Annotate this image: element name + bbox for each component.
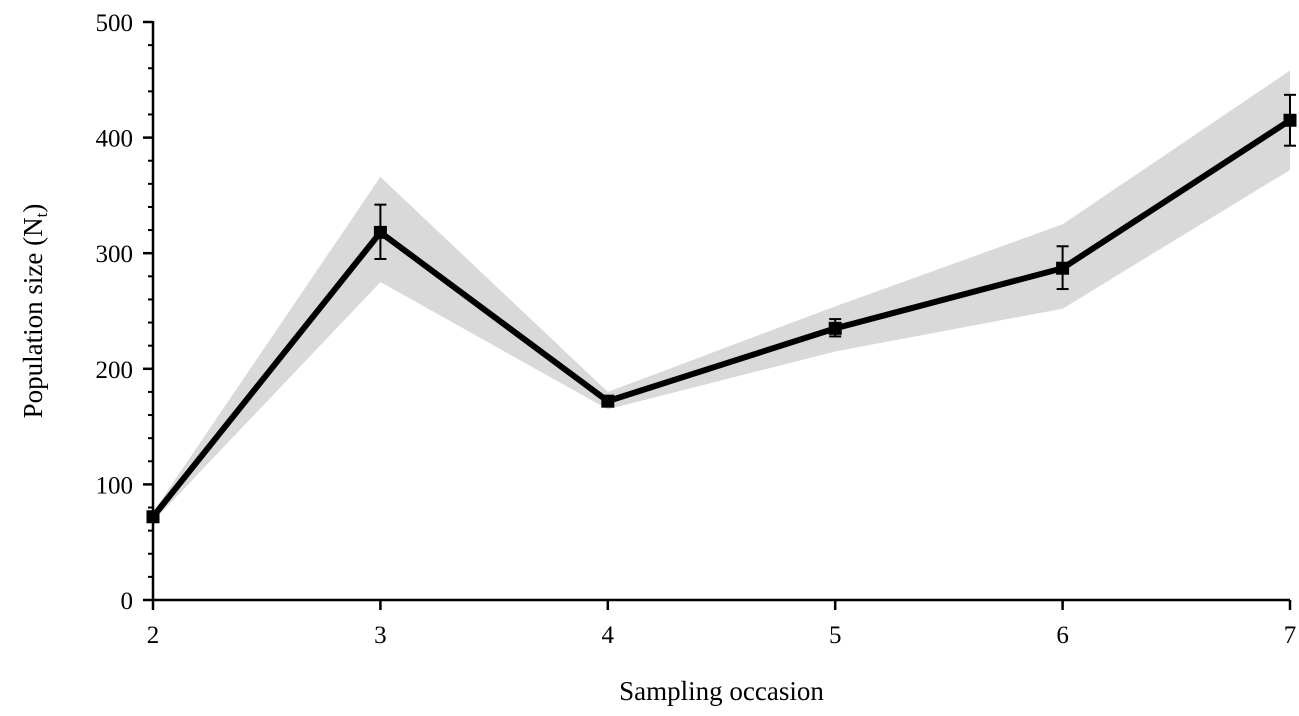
data-point-marker xyxy=(828,321,842,335)
series-layer xyxy=(146,93,1297,524)
data-point-marker xyxy=(1056,261,1070,275)
x-tick-label: 7 xyxy=(1284,622,1297,649)
y-tick-label: 100 xyxy=(96,472,134,499)
y-tick-label: 500 xyxy=(96,10,134,37)
data-point-marker xyxy=(601,394,615,408)
data-point-marker xyxy=(146,510,160,524)
data-point-marker xyxy=(1283,113,1297,127)
y-axis-title-main: Population size (N xyxy=(18,217,48,418)
x-tick-label: 2 xyxy=(147,622,160,649)
x-axis-title: Sampling occasion xyxy=(619,676,824,706)
y-tick-label: 0 xyxy=(121,588,134,615)
y-axis-title: Population size (Nt) xyxy=(18,204,51,419)
x-tick-label: 3 xyxy=(374,622,387,649)
y-tick-label: 400 xyxy=(96,126,134,153)
series-line xyxy=(150,117,1292,519)
confidence-band xyxy=(153,70,1290,522)
confidence-band-layer xyxy=(153,70,1290,522)
y-axis-title-close: ) xyxy=(18,204,48,213)
x-tick-label: 4 xyxy=(602,622,615,649)
y-tick-label: 200 xyxy=(96,357,134,384)
y-tick-label: 300 xyxy=(96,241,134,268)
y-axis-title-subscript: t xyxy=(32,212,51,217)
x-tick-label: 6 xyxy=(1056,622,1069,649)
ticks-layer xyxy=(143,20,1292,610)
data-point-marker xyxy=(373,225,387,239)
tick-labels-layer: 0 100 200 300 400 500 2 3 4 5 6 7 xyxy=(96,10,1297,649)
x-tick-label: 5 xyxy=(829,622,842,649)
axes-layer xyxy=(151,21,1290,602)
